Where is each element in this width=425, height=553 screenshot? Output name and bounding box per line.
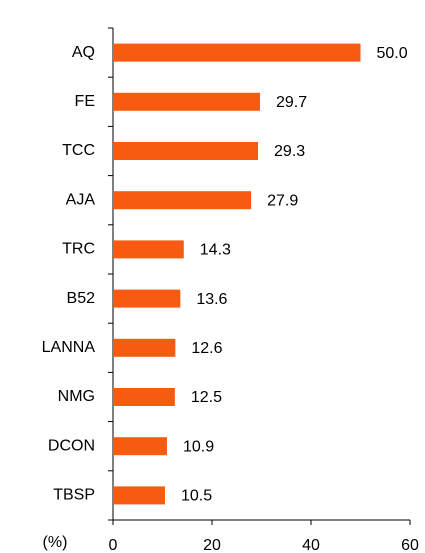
value-label: 10.5 — [181, 488, 212, 505]
value-label: 29.7 — [276, 94, 307, 111]
bar — [113, 240, 184, 259]
value-label: 29.3 — [274, 143, 305, 160]
y-tick-label: NMG — [58, 388, 95, 405]
bar — [113, 338, 176, 357]
value-label: 10.9 — [183, 438, 214, 455]
bar — [113, 92, 261, 111]
bar — [113, 388, 175, 406]
y-tick-label: AJA — [66, 191, 96, 208]
value-label: 27.9 — [267, 192, 298, 209]
x-tick-label: 0 — [109, 537, 118, 553]
value-label: 14.3 — [200, 242, 231, 259]
y-tick-label: LANNA — [42, 339, 96, 356]
value-label: 13.6 — [196, 291, 227, 308]
y-tick-label: TBSP — [53, 487, 95, 504]
x-tick-label: 40 — [302, 537, 320, 553]
bar — [113, 486, 165, 505]
y-tick-label: FE — [75, 93, 95, 110]
x-tick-label: 20 — [203, 537, 221, 553]
y-tick-label: DCON — [48, 437, 95, 454]
bar — [113, 289, 181, 308]
y-tick-label: AQ — [72, 44, 95, 61]
value-label: 12.5 — [191, 389, 222, 406]
x-tick-label: 60 — [401, 537, 419, 553]
bar — [113, 142, 259, 160]
y-tick-label: B52 — [67, 290, 96, 307]
x-axis-label: (%) — [43, 534, 68, 551]
y-tick-label: TCC — [62, 142, 95, 159]
bar — [113, 437, 167, 456]
bar — [113, 191, 252, 210]
value-label: 12.6 — [191, 340, 222, 357]
y-tick-label: TRC — [62, 241, 95, 258]
bar — [113, 43, 361, 62]
value-label: 50.0 — [377, 45, 408, 62]
